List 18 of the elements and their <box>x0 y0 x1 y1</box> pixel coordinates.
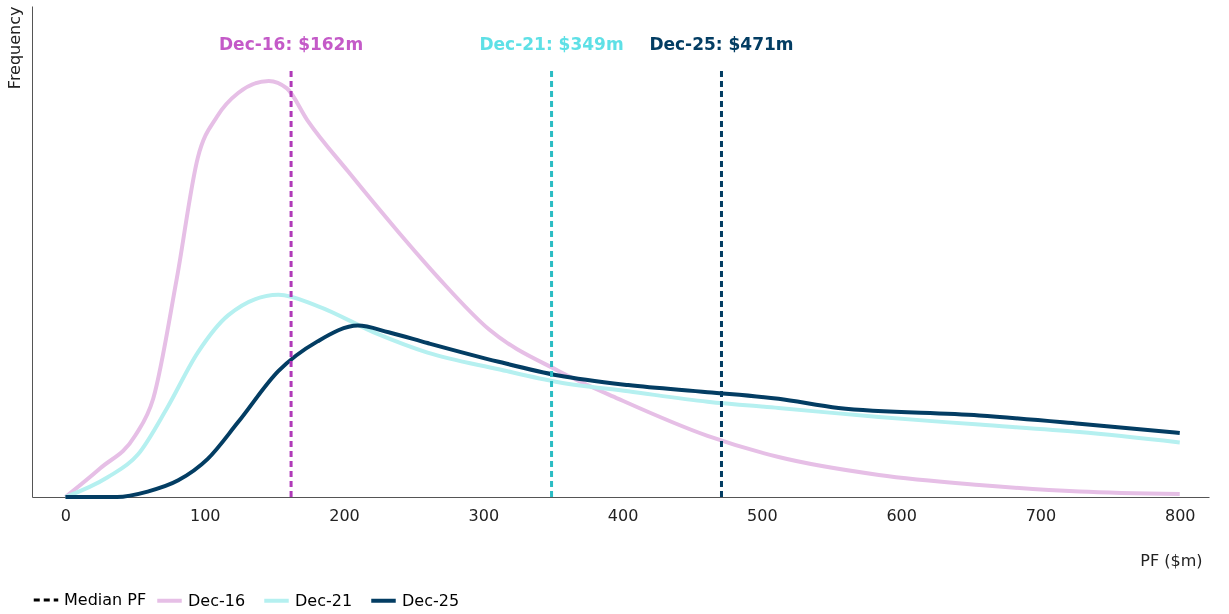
x-axis-title: PF ($m) <box>1140 550 1203 570</box>
x-tick-label: 0 <box>60 505 72 525</box>
x-tick-label: 400 <box>607 505 639 525</box>
text: Median PF <box>64 590 147 609</box>
legend-label: Dec-16 <box>188 590 246 610</box>
ref-line-label: Dec-25: $471m <box>649 33 794 54</box>
x-tick-label: 700 <box>1025 505 1057 525</box>
x-tick-label: 500 <box>747 505 778 525</box>
ref-line-label: Dec-21: $349m <box>479 33 624 54</box>
x-tick-label: 300 <box>468 505 500 525</box>
ref-line-label: Dec-16: $162m <box>218 33 364 54</box>
x-tick-label: 100 <box>189 505 221 525</box>
x-tick-label: 200 <box>329 505 360 525</box>
x-tick-label: 600 <box>886 505 917 525</box>
legend-label: Dec-25 <box>402 590 460 610</box>
x-tick-label: 800 <box>1164 505 1196 525</box>
y-axis-title: Frequency <box>4 6 24 90</box>
legend-label: Dec-21 <box>295 590 353 610</box>
